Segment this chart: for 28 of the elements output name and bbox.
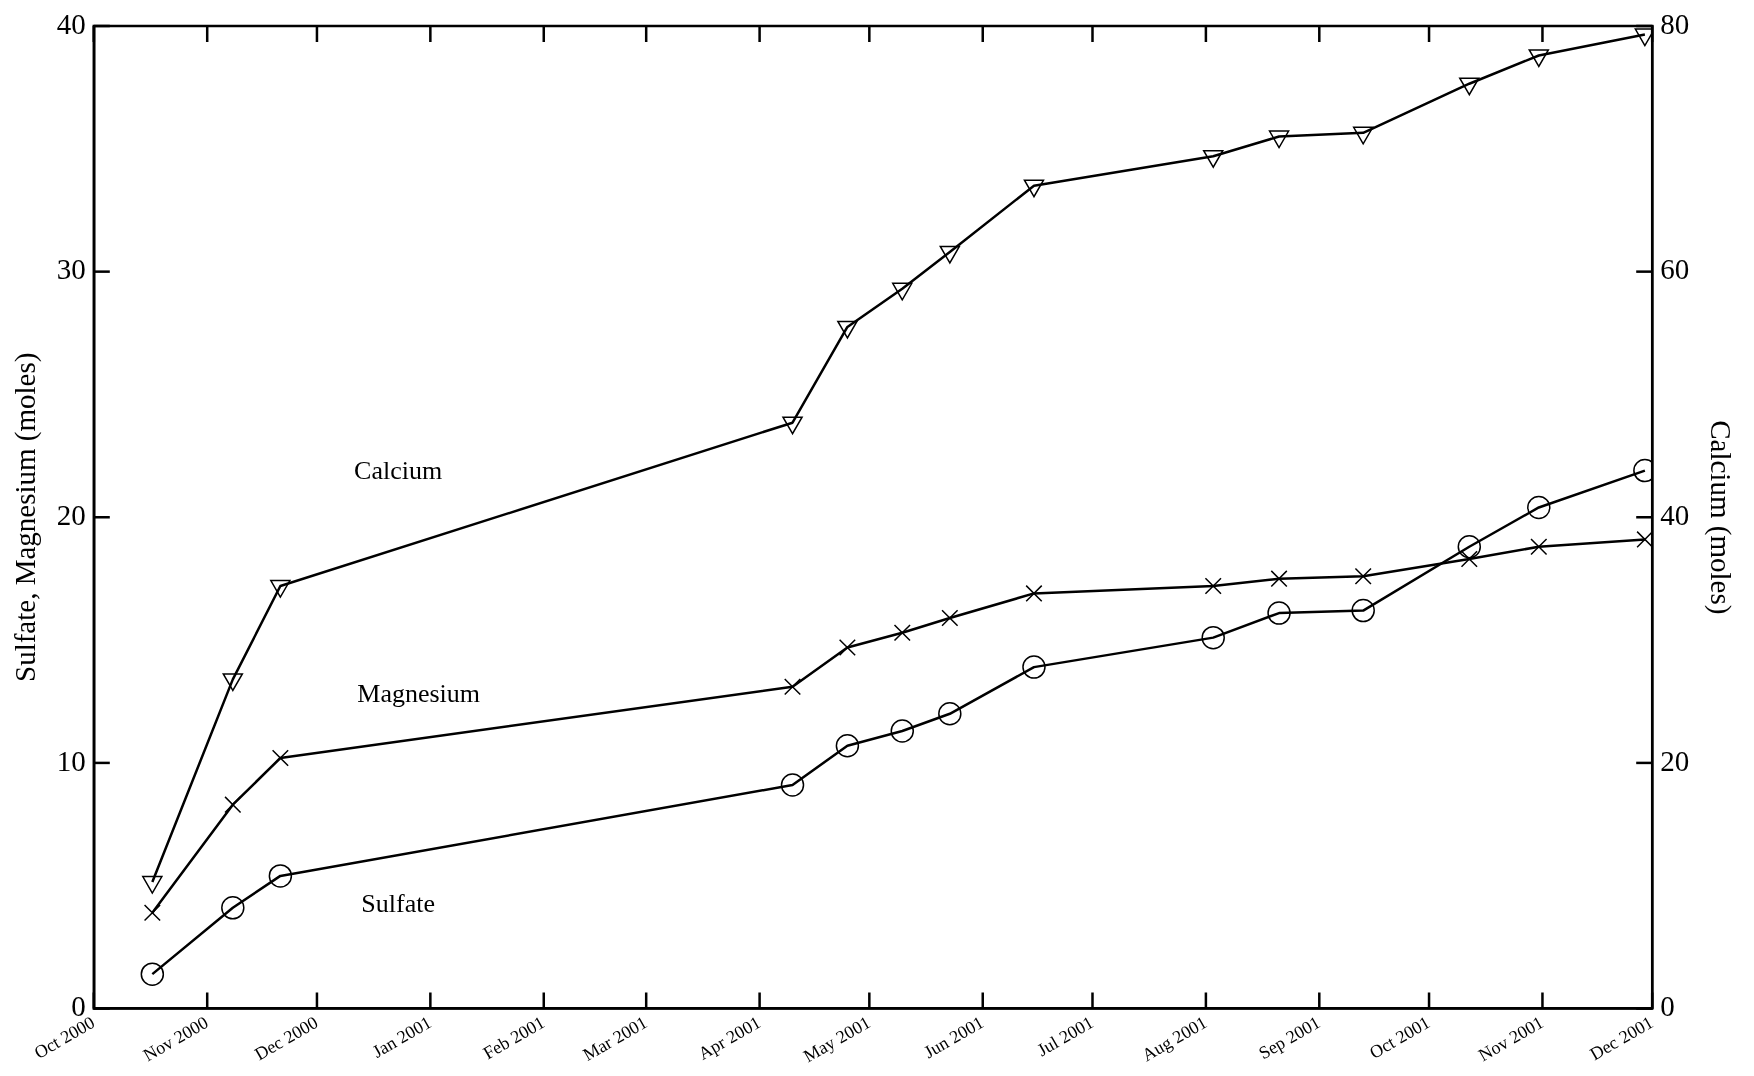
x-tick-label: Jan 2001 xyxy=(368,1012,435,1062)
x-tick-label: Feb 2001 xyxy=(479,1012,549,1064)
x-tick-label: Sep 2001 xyxy=(1255,1012,1324,1064)
y2-axis-title: Calcium (moles) xyxy=(1703,420,1737,615)
series-label: Calcium xyxy=(354,456,443,486)
x-tick-label: Mar 2001 xyxy=(579,1012,651,1065)
x-tick-label: May 2001 xyxy=(800,1012,874,1067)
y-tick-label: 30 xyxy=(56,253,86,286)
y2-tick-label: 60 xyxy=(1660,253,1690,286)
y-tick-label: 10 xyxy=(56,744,86,777)
x-tick-label: Nov 2001 xyxy=(1474,1012,1547,1066)
x-tick-label: Jul 2001 xyxy=(1033,1012,1097,1061)
y-tick-label: 20 xyxy=(56,498,86,531)
y2-tick-label: 80 xyxy=(1660,7,1690,40)
series-label: Magnesium xyxy=(357,678,481,708)
y2-tick-label: 40 xyxy=(1660,498,1690,531)
y-tick-label: 40 xyxy=(56,7,86,40)
x-tick-label: Nov 2000 xyxy=(139,1012,212,1066)
x-tick-label: Dec 2000 xyxy=(251,1012,322,1065)
y2-tick-label: 20 xyxy=(1660,744,1690,777)
series-label: Sulfate xyxy=(361,888,435,918)
x-tick-label: Apr 2001 xyxy=(694,1012,764,1064)
x-tick-label: Oct 2001 xyxy=(1365,1012,1434,1063)
x-tick-label: Dec 2001 xyxy=(1586,1012,1657,1065)
x-tick-label: Aug 2001 xyxy=(1138,1012,1211,1066)
x-tick-label: Jun 2001 xyxy=(920,1012,988,1063)
y-axis-title: Sulfate, Magnesium (moles) xyxy=(9,352,43,682)
y2-tick-label: 0 xyxy=(1660,990,1675,1023)
